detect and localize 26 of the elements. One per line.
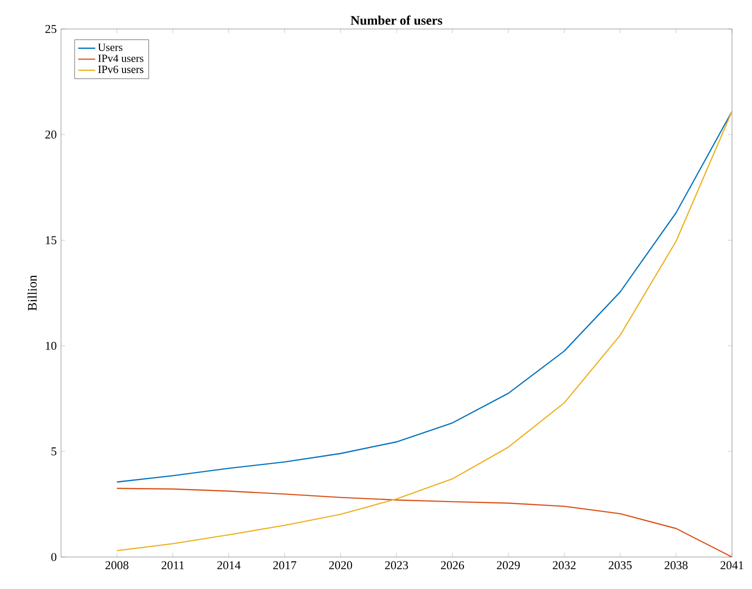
x-tick-label: 2038 [664,561,688,570]
x-tick-label: 2032 [552,561,576,570]
x-tick-label: 2026 [440,561,464,570]
y-tick-label: 5 [52,447,56,456]
y-tick-label: 20 [45,130,56,139]
x-tick-label: 2035 [608,561,632,570]
legend-label: IPv4 users [98,54,144,62]
x-tick-label: 2014 [217,561,241,570]
y-tick-label: 0 [51,552,56,562]
line-series [116,110,732,483]
y-tick-label: 15 [46,236,56,244]
y-axis-title: Billion [28,275,37,311]
y-tick-label: 10 [46,342,56,350]
x-tick-label: 2011 [162,561,184,570]
x-tick-label: 2029 [496,561,520,570]
x-tick-label: 2020 [329,561,352,570]
line-series [116,488,732,557]
x-tick-label: 2017 [273,561,296,570]
legend-label: Users [98,44,122,52]
x-tick-label: 2008 [105,561,128,570]
legend-label: IPv6 users [98,66,144,74]
x-tick-label: 2023 [385,561,408,570]
y-tick-label: 25 [45,24,56,33]
x-tick-label: 2041 [720,561,744,570]
line-series [116,110,732,552]
chart-title: Number of users [350,16,442,25]
